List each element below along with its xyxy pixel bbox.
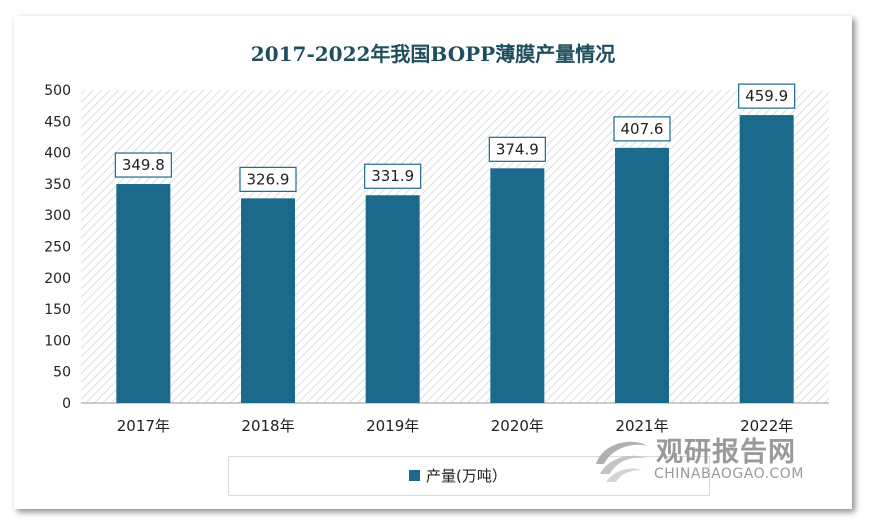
- plot-area: [81, 90, 829, 403]
- data-label-box: [239, 166, 297, 192]
- data-label-box: [364, 163, 422, 189]
- data-label-box: [488, 136, 546, 162]
- bar: [241, 198, 295, 403]
- x-tick-label: 2022年: [740, 417, 793, 435]
- y-tick-label: 400: [44, 146, 71, 162]
- data-label: 459.9: [745, 87, 788, 105]
- data-label-box: [613, 116, 671, 142]
- bar: [739, 115, 794, 403]
- data-label: 326.9: [247, 170, 290, 188]
- watermark-name-en: CHINABAOGAO.COM: [654, 466, 804, 482]
- x-tick-label: 2021年: [615, 417, 668, 435]
- bar: [116, 184, 171, 403]
- y-tick-label: 150: [44, 302, 71, 318]
- x-tick-label: 2017年: [117, 417, 170, 435]
- y-tick-label: 450: [44, 114, 71, 130]
- legend: 产量(万吨）: [228, 456, 710, 496]
- bar-chart: 0 50 100 150 200 250 300 350 400 450 500 349.8 326.…: [44, 83, 829, 435]
- y-tick-label: 250: [44, 240, 71, 256]
- y-tick-label: 500: [44, 83, 71, 99]
- chart-title: 2017-2022年我国BOPP薄膜产量情况: [250, 42, 616, 66]
- x-tick-label: 2018年: [241, 417, 294, 435]
- watermark: 观研报告网 CHINABAOGAO.COM: [582, 426, 842, 496]
- data-label: 349.8: [122, 156, 165, 174]
- y-tick-label: 300: [44, 208, 71, 224]
- chart-frame: 2017-2022年我国BOPP薄膜产量情况 0 50 100 150 200 250 30…: [14, 16, 852, 509]
- watermark-name-cn: 观研报告网: [656, 437, 796, 468]
- y-tick-label: 50: [53, 365, 71, 381]
- watermark-logo-icon: [596, 441, 648, 482]
- data-label: 374.9: [496, 140, 539, 158]
- x-tick-label: 2019年: [366, 417, 419, 435]
- data-label: 331.9: [371, 167, 414, 185]
- y-tick-label: 350: [44, 177, 71, 193]
- y-tick-label: 200: [44, 271, 71, 287]
- y-tick-label: 0: [62, 396, 71, 412]
- data-label-box: [114, 152, 172, 178]
- y-tick-label: 100: [44, 333, 71, 349]
- data-label-box: [738, 83, 796, 109]
- x-tick-label: 2020年: [491, 417, 544, 435]
- legend-swatch: [409, 470, 420, 481]
- legend-label: 产量(万吨）: [426, 467, 507, 485]
- bar: [615, 147, 669, 403]
- bar: [490, 168, 545, 403]
- data-label: 407.6: [621, 120, 664, 138]
- bar: [365, 195, 420, 403]
